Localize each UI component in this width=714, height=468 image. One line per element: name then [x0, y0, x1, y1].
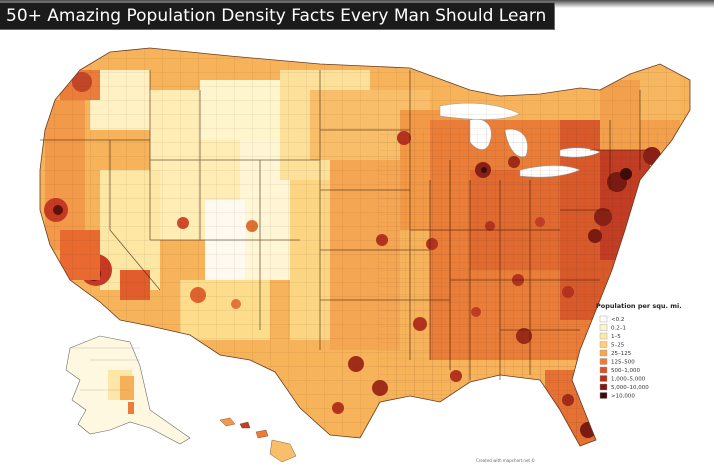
state-borders	[40, 70, 650, 380]
hawaii	[219, 417, 297, 463]
alaska	[65, 335, 191, 445]
legend-swatch	[599, 324, 608, 331]
page-title: 50+ Amazing Population Density Facts Eve…	[0, 2, 556, 30]
top-bar: 50+ Amazing Population Density Facts Eve…	[0, 0, 714, 30]
legend-swatch	[599, 383, 608, 391]
map-legend: Population per squ. mi. <0.2 0.2–1 1–5 5–25…	[596, 302, 682, 400]
legend-label: <0.2	[611, 317, 624, 323]
legend-swatch	[599, 341, 608, 348]
legend-title: Population per squ. mi.	[596, 302, 682, 310]
legend-swatch	[599, 349, 608, 357]
legend-label: 5,000–10,000	[611, 385, 649, 391]
legend-swatch	[599, 315, 608, 323]
map-credit: Created with mapchart.net ©	[476, 458, 535, 463]
legend-label: 5–25	[611, 343, 625, 349]
legend-label: 125–500	[611, 360, 635, 366]
us-outline	[39, 47, 691, 447]
legend-label: 25–125	[611, 351, 632, 357]
us-density-map: Population per squ. mi. <0.2 0.2–1 1–5 5–25…	[39, 47, 691, 463]
legend-label: 0.2–1	[611, 326, 626, 332]
legend-items: <0.2 0.2–1 1–5 5–25 25–125 125–500 500–1,000 1,…	[599, 315, 649, 400]
legend-swatch	[599, 332, 608, 340]
legend-swatch	[599, 375, 608, 382]
legend-label: 1,000–5,000	[611, 377, 646, 383]
legend-swatch	[599, 392, 608, 399]
legend-swatch	[599, 358, 608, 365]
legend-label: >10,000	[611, 394, 635, 400]
map-container: Population per squ. mi. <0.2 0.2–1 1–5 5–25…	[0, 30, 714, 468]
legend-swatch	[599, 366, 608, 374]
legend-label: 500–1,000	[611, 368, 640, 374]
legend-label: 1–5	[611, 334, 621, 340]
